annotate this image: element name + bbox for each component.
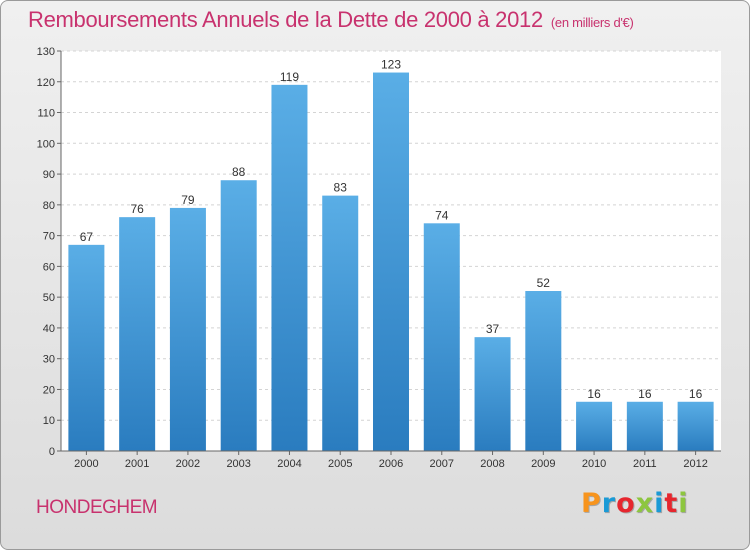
bar-value-label: 16 [638, 387, 652, 401]
bar-value-label: 16 [689, 387, 703, 401]
bar-value-label: 79 [181, 193, 195, 207]
bar-value-label: 83 [334, 181, 348, 195]
bar [169, 207, 206, 451]
y-tick-label: 90 [43, 169, 55, 181]
y-tick-label: 20 [43, 384, 55, 396]
x-tick-label: 2000 [74, 458, 98, 470]
bar-value-label: 88 [232, 165, 246, 179]
y-tick-label: 130 [37, 46, 55, 58]
bar [677, 401, 714, 451]
x-tick-label: 2006 [379, 458, 403, 470]
proxiti-logo: Proxiti [581, 488, 689, 519]
x-tick-label: 2003 [226, 458, 250, 470]
x-tick-label: 2007 [430, 458, 454, 470]
y-tick-label: 0 [49, 446, 55, 458]
y-tick-label: 80 [43, 200, 55, 212]
x-tick-label: 2005 [328, 458, 352, 470]
bar [322, 195, 359, 451]
x-tick-label: 2008 [480, 458, 504, 470]
x-tick-label: 2012 [683, 458, 707, 470]
logo-letter: i [678, 488, 689, 519]
y-tick-label: 50 [43, 292, 55, 304]
bar-value-label: 76 [130, 202, 144, 216]
chart-title: Remboursements Annuels de la Dette de 20… [28, 7, 634, 33]
y-tick-label: 60 [43, 261, 55, 273]
bar [220, 180, 257, 451]
bar [423, 223, 460, 451]
bar [373, 72, 409, 452]
bar [68, 244, 105, 451]
x-tick-label: 2011 [633, 458, 657, 470]
logo-letter: P [581, 488, 602, 519]
x-tick-label: 2004 [277, 458, 301, 470]
chart-unit: (en milliers d'€) [550, 15, 634, 30]
y-tick-label: 100 [37, 138, 55, 150]
y-tick-label: 30 [43, 354, 55, 366]
logo-letter: o [616, 488, 636, 519]
bar [626, 401, 663, 451]
chart-title-text: Remboursements Annuels de la Dette de 20… [28, 7, 543, 32]
logo-letter: i [654, 488, 665, 519]
logo-letter: x [635, 488, 655, 519]
bar-value-label: 52 [537, 276, 551, 290]
bar [474, 337, 511, 451]
bar-value-label: 16 [587, 387, 601, 401]
bar [119, 217, 156, 451]
bar-value-label: 119 [280, 70, 299, 84]
y-tick-label: 10 [43, 415, 55, 427]
bar-value-label: 74 [435, 208, 449, 222]
logo-letter: r [601, 488, 617, 519]
y-tick-label: 120 [37, 77, 55, 89]
bar [271, 84, 308, 451]
x-tick-label: 2009 [531, 458, 555, 470]
bar-value-label: 123 [381, 58, 401, 72]
bar [525, 291, 562, 451]
y-tick-label: 40 [43, 323, 55, 335]
logo-letter: t [664, 488, 679, 519]
bar-value-label: 37 [486, 322, 500, 336]
bar [576, 401, 613, 451]
x-tick-label: 2002 [176, 458, 200, 470]
x-tick-label: 2001 [125, 458, 149, 470]
y-tick-label: 70 [43, 231, 55, 243]
bar-value-label: 67 [80, 230, 94, 244]
y-tick-label: 110 [37, 108, 55, 120]
x-tick-label: 2010 [582, 458, 606, 470]
town-name: HONDEGHEM [36, 497, 158, 518]
